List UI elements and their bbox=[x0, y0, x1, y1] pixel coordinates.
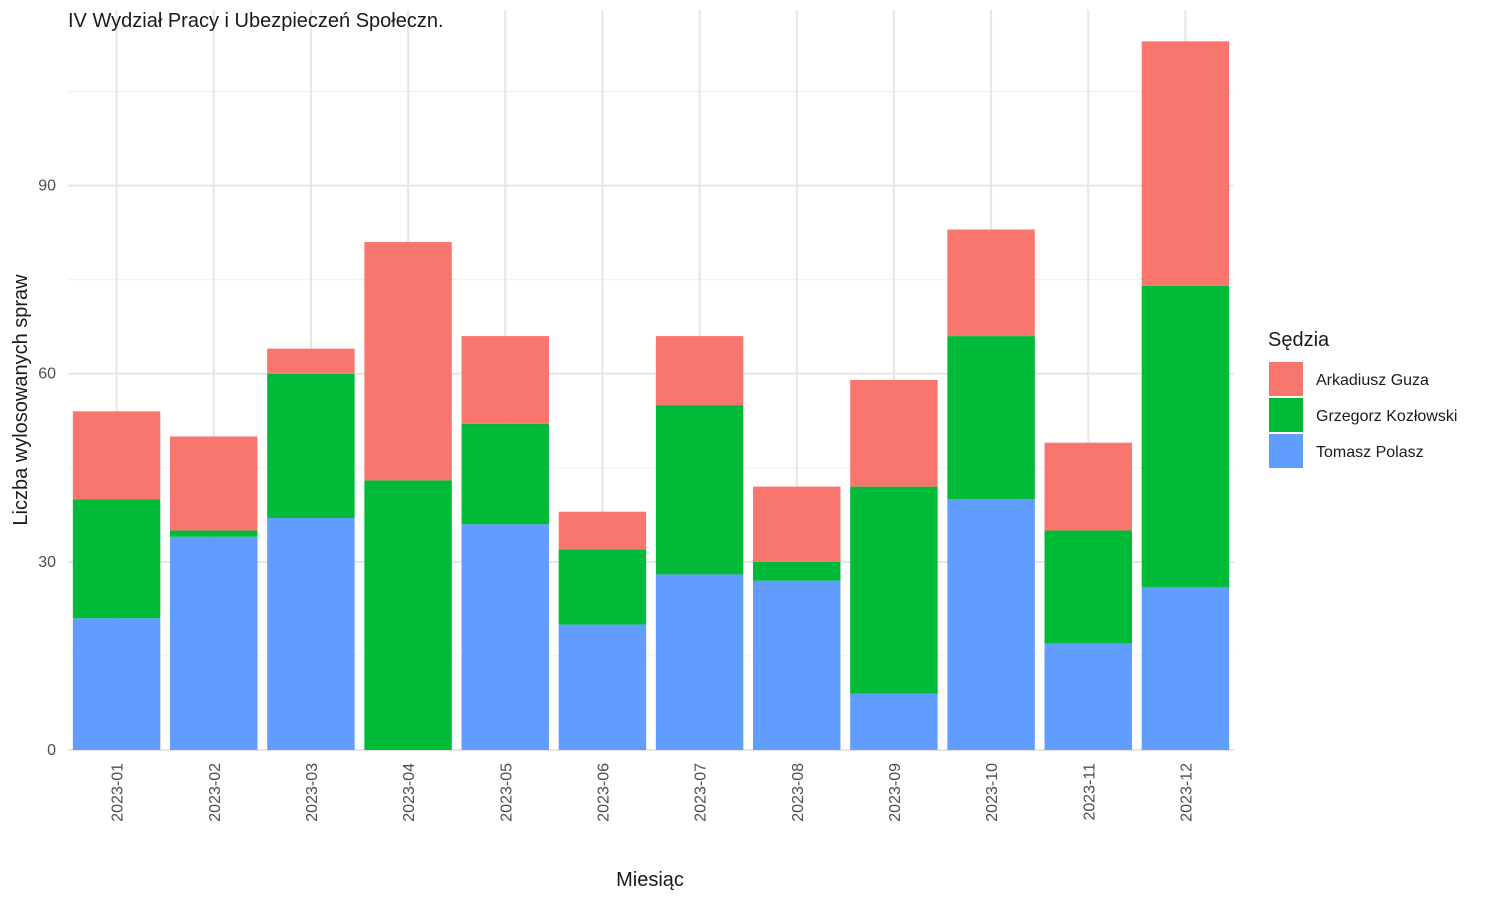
bar-segment bbox=[267, 348, 355, 374]
bar-segment bbox=[753, 561, 841, 581]
bar-segment bbox=[72, 618, 161, 750]
legend-label: Tomasz Polasz bbox=[1316, 444, 1424, 461]
bar-segment bbox=[1044, 530, 1132, 644]
x-tick-label: 2023-07 bbox=[693, 763, 710, 822]
legend-key bbox=[1269, 362, 1303, 396]
legend-key bbox=[1269, 434, 1303, 468]
x-tick-label: 2023-09 bbox=[887, 763, 904, 822]
bar-segment bbox=[1044, 643, 1132, 750]
x-tick-label: 2023-12 bbox=[1178, 763, 1195, 822]
legend-label: Grzegorz Kozłowski bbox=[1316, 408, 1457, 425]
bar-segment bbox=[72, 499, 161, 619]
bar-segment bbox=[558, 624, 647, 750]
bar-segment bbox=[170, 530, 258, 537]
bar-segment bbox=[267, 517, 355, 750]
legend: Sędzia Arkadiusz Guza Grzegorz Kozłowski T… bbox=[1268, 329, 1457, 468]
x-axis-title: Miesiąc bbox=[616, 869, 684, 891]
bar-segment bbox=[461, 524, 549, 750]
bar-segment bbox=[558, 549, 647, 625]
bar-segment bbox=[947, 499, 1035, 750]
bar-segment bbox=[461, 336, 549, 424]
x-tick-label: 2023-02 bbox=[207, 763, 224, 822]
bar-segment bbox=[170, 536, 258, 750]
bars bbox=[72, 41, 1230, 750]
bar-segment bbox=[1044, 442, 1132, 531]
bar-segment bbox=[753, 486, 841, 562]
chart-title: IV Wydział Pracy i Ubezpieczeń Społeczn. bbox=[68, 10, 444, 32]
bar-segment bbox=[753, 580, 841, 750]
bar-segment bbox=[1141, 586, 1230, 750]
x-tick-label: 2023-10 bbox=[984, 763, 1001, 822]
y-tick-label: 30 bbox=[38, 554, 56, 571]
bar-segment bbox=[947, 229, 1035, 337]
bar-segment bbox=[1141, 41, 1230, 286]
bar-segment bbox=[850, 486, 938, 694]
x-tick-label: 2023-06 bbox=[595, 763, 612, 822]
bar-segment bbox=[267, 373, 355, 518]
bar-segment bbox=[558, 511, 647, 550]
x-axis-ticks: 2023-01 2023-02 2023-03 2023-04 2023-05 2023-… bbox=[110, 763, 1196, 822]
legend-title: Sędzia bbox=[1268, 329, 1330, 351]
x-tick-label: 2023-01 bbox=[110, 763, 127, 822]
y-axis-ticks: 0 30 60 90 bbox=[38, 178, 56, 759]
bar-segment bbox=[364, 242, 452, 481]
legend-label: Arkadiusz Guza bbox=[1316, 372, 1429, 389]
bar-segment bbox=[655, 574, 744, 750]
bar-segment bbox=[850, 380, 938, 487]
bar-segment bbox=[364, 480, 452, 750]
x-tick-label: 2023-04 bbox=[401, 763, 418, 822]
bar-segment bbox=[72, 411, 161, 500]
bar-segment bbox=[461, 423, 549, 525]
y-tick-label: 90 bbox=[38, 178, 56, 195]
legend-key bbox=[1269, 398, 1303, 432]
bar-segment bbox=[850, 693, 938, 750]
x-tick-label: 2023-08 bbox=[790, 763, 807, 822]
bar-segment bbox=[1141, 285, 1230, 587]
x-tick-label: 2023-03 bbox=[304, 763, 321, 822]
bar-segment bbox=[170, 436, 258, 531]
y-tick-label: 60 bbox=[38, 366, 56, 383]
x-tick-label: 2023-11 bbox=[1081, 763, 1098, 821]
bar-segment bbox=[655, 405, 744, 575]
y-tick-label: 0 bbox=[47, 742, 56, 759]
y-axis-title: Liczba wylosowanych spraw bbox=[10, 274, 32, 526]
bar-segment bbox=[655, 336, 744, 406]
x-tick-label: 2023-05 bbox=[498, 763, 515, 822]
bar-segment bbox=[947, 336, 1035, 500]
